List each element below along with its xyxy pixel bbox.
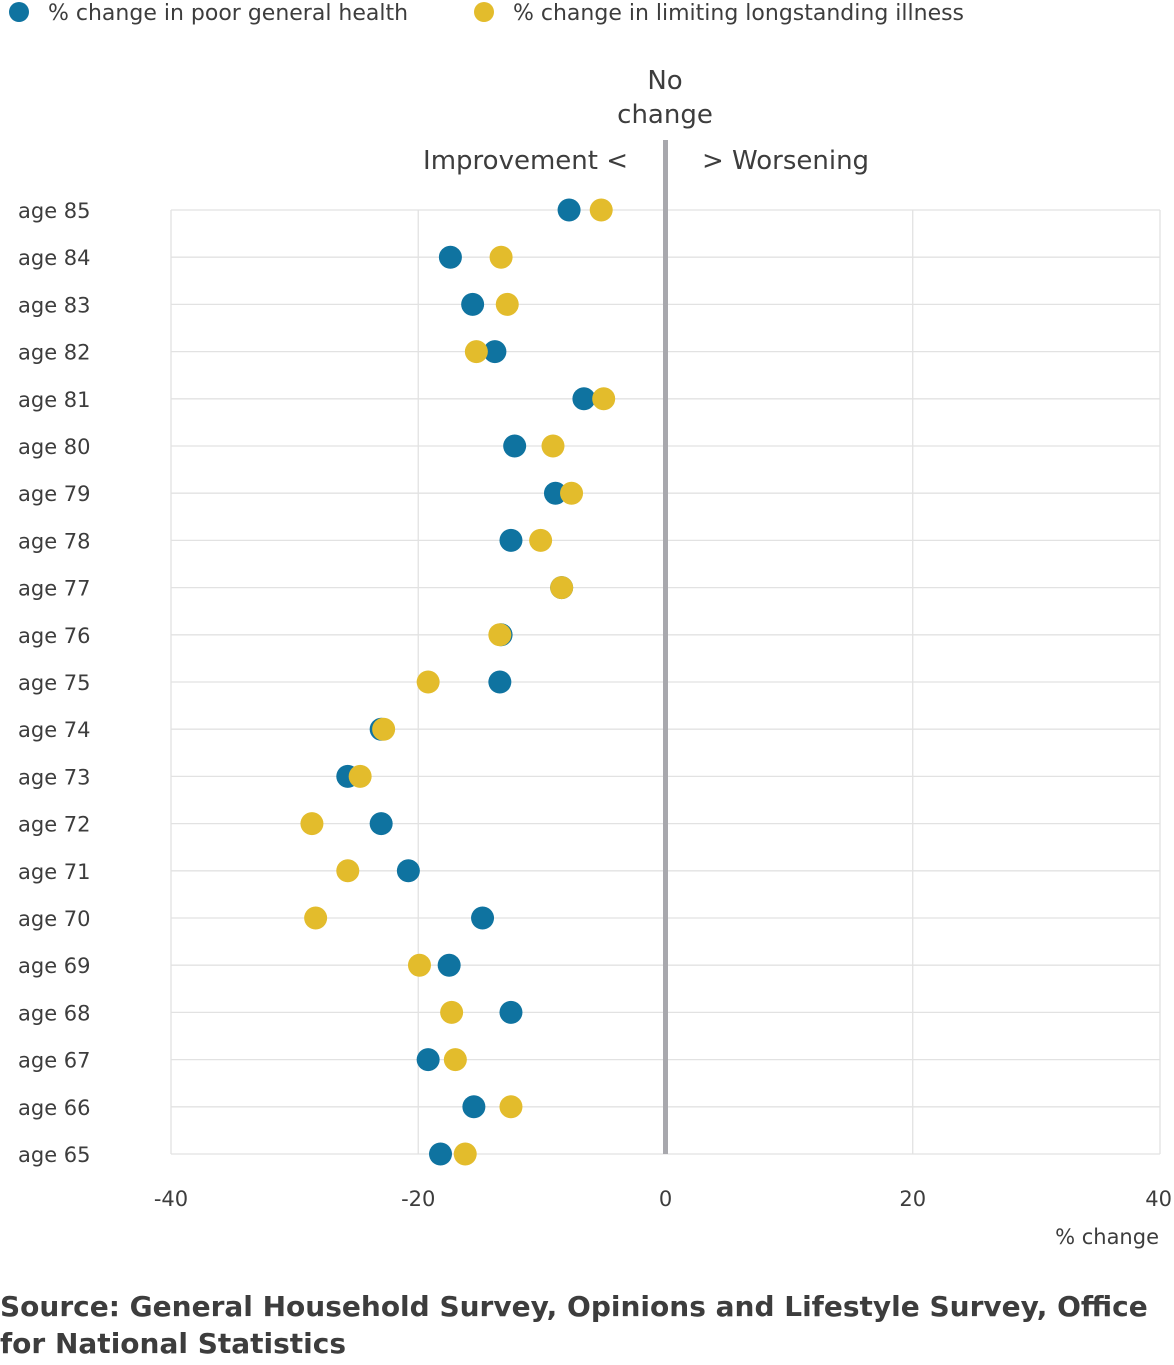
annotations: No change Improvement < > Worsening	[423, 66, 869, 176]
point-series1-age-79	[543, 481, 567, 505]
point-series2-age-74	[372, 717, 396, 741]
point-series1-age-71	[396, 859, 420, 883]
point-series2-age-79	[560, 481, 584, 505]
point-series2-age-80	[541, 434, 565, 458]
category-label-age-65: age 65	[18, 1143, 91, 1167]
x-tick-label-20: 20	[899, 1187, 926, 1211]
x-tick-label-20: -20	[401, 1187, 435, 1211]
point-series1-age-70	[471, 906, 495, 930]
category-label-age-66: age 66	[18, 1096, 91, 1120]
category-label-age-74: age 74	[18, 718, 91, 742]
x-axis-title: % change	[1055, 1225, 1159, 1249]
point-series2-age-65	[453, 1142, 477, 1166]
category-label-age-80: age 80	[18, 435, 91, 459]
point-series2-age-77	[550, 576, 574, 600]
category-label-age-70: age 70	[18, 907, 91, 931]
category-label-age-72: age 72	[18, 813, 91, 837]
category-label-age-75: age 75	[18, 671, 91, 695]
point-series2-age-84	[489, 245, 513, 269]
category-label-age-83: age 83	[18, 293, 91, 317]
point-series1-age-82	[483, 340, 507, 364]
category-label-age-73: age 73	[18, 765, 91, 789]
grid	[170, 140, 1161, 1155]
category-label-age-77: age 77	[18, 577, 91, 601]
category-label-age-82: age 82	[18, 341, 91, 365]
legend: % change in poor general health % change…	[9, 1, 964, 26]
category-labels: age 85 age 84 age 83 age 82 age 81 age 80 age …	[18, 199, 91, 1167]
category-label-age-85: age 85	[18, 199, 91, 223]
point-series2-age-66	[499, 1095, 523, 1119]
chart: % change in poor general health % change…	[9, 1, 1172, 1249]
x-tick-label-40: -40	[154, 1187, 188, 1211]
category-label-age-67: age 67	[18, 1049, 91, 1073]
point-series2-age-71	[336, 859, 360, 883]
point-series1-age-66	[462, 1095, 486, 1119]
point-series2-age-68	[440, 1000, 464, 1024]
point-series2-age-69	[407, 953, 431, 977]
category-label-age-69: age 69	[18, 954, 91, 978]
source-note: Source: General Household Survey, Opinio…	[0, 1290, 1148, 1360]
point-series1-age-67	[416, 1048, 440, 1072]
no-change-label-line1: No	[647, 66, 682, 96]
category-label-age-81: age 81	[18, 388, 91, 412]
point-series1-age-68	[499, 1000, 523, 1024]
point-series2-age-83	[495, 292, 519, 316]
point-series2-age-85	[589, 198, 613, 222]
point-series2-age-82	[464, 340, 488, 364]
category-label-age-71: age 71	[18, 860, 91, 884]
point-series2-age-70	[304, 906, 328, 930]
point-series2-age-76	[488, 623, 512, 647]
point-series1-age-75	[488, 670, 512, 694]
point-series2-age-72	[300, 812, 324, 836]
point-series1-age-83	[461, 292, 485, 316]
legend-swatch-limiting-illness	[474, 2, 494, 22]
legend-label-limiting-illness: % change in limiting longstanding illnes…	[513, 1, 964, 26]
x-tick-label-40: 40	[1145, 1187, 1172, 1211]
point-series2-age-78	[529, 528, 553, 552]
point-series2-age-73	[348, 764, 372, 788]
x-tick-labels: -40 -20 0 20 40	[154, 1187, 1172, 1211]
point-series2-age-81	[592, 387, 616, 411]
point-series1-age-65	[429, 1142, 453, 1166]
category-label-age-79: age 79	[18, 482, 91, 506]
point-series2-age-75	[416, 670, 440, 694]
no-change-label-line2: change	[617, 100, 713, 130]
point-series1-age-69	[437, 953, 461, 977]
point-series1-age-85	[557, 198, 581, 222]
legend-label-poor-general-health: % change in poor general health	[48, 1, 408, 26]
point-series1-age-72	[369, 812, 393, 836]
legend-swatch-poor-general-health	[9, 2, 29, 22]
category-label-age-84: age 84	[18, 246, 91, 270]
point-series1-age-78	[499, 528, 523, 552]
point-series1-age-84	[438, 245, 462, 269]
category-label-age-76: age 76	[18, 624, 91, 648]
point-series2-age-67	[443, 1048, 467, 1072]
x-tick-label-0: 0	[659, 1187, 672, 1211]
data-points	[300, 198, 616, 1166]
category-label-age-78: age 78	[18, 529, 91, 553]
improvement-label: Improvement <	[423, 146, 628, 176]
point-series1-age-81	[572, 387, 596, 411]
category-label-age-68: age 68	[18, 1001, 91, 1025]
worsening-label: > Worsening	[702, 146, 869, 176]
point-series1-age-80	[503, 434, 527, 458]
